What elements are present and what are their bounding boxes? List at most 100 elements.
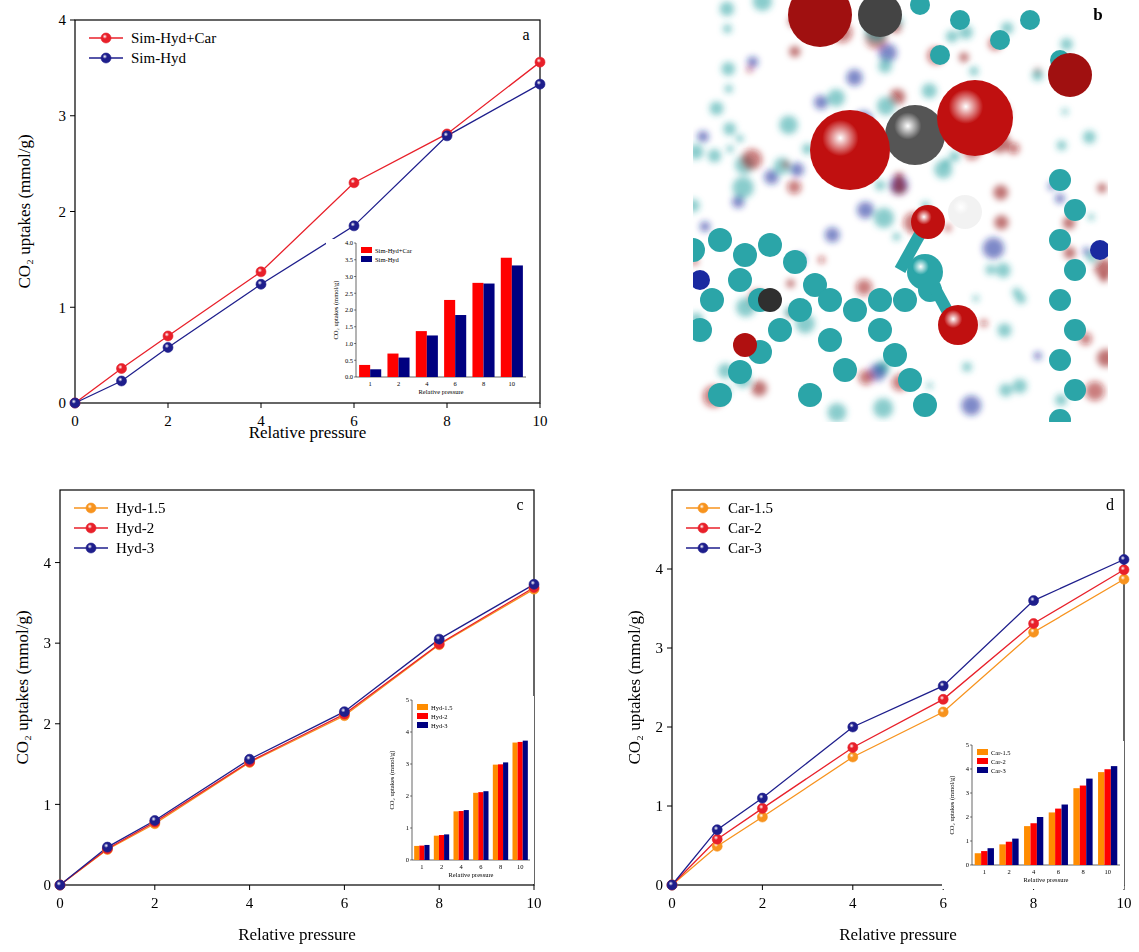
x-axis — [972, 865, 1120, 866]
framework-atom — [818, 328, 842, 352]
x-tick-label: 4 — [425, 380, 429, 387]
bar — [1037, 817, 1043, 865]
x-tick-label: 6 — [341, 895, 349, 911]
y-tick — [354, 243, 356, 244]
y-tick — [410, 764, 412, 765]
marker — [442, 131, 452, 141]
x-tick-label: 10 — [527, 895, 542, 911]
legend-label: Car-1.5 — [991, 749, 1011, 756]
blurred-atom — [878, 59, 892, 73]
framework-atom — [693, 270, 710, 290]
bar — [975, 853, 981, 865]
legend-swatch — [361, 247, 372, 253]
bar — [1030, 823, 1036, 865]
x-tick-label: 10 — [509, 380, 516, 387]
blurred-atom — [996, 263, 1011, 278]
y-tick — [667, 569, 672, 570]
marker — [712, 834, 722, 844]
plot-frame — [75, 20, 540, 403]
legend-swatch — [361, 256, 372, 262]
y-axis — [972, 745, 973, 865]
blurred-atom — [1032, 70, 1044, 82]
y-tick-label: 1 — [406, 824, 409, 831]
inset-background — [942, 741, 1124, 889]
y-axis-title: CO₂ uptakes (mmol/g) — [13, 610, 32, 764]
x-tick — [534, 885, 535, 890]
blurred-atom — [985, 265, 995, 275]
blurred-atom — [741, 149, 762, 170]
y-tick-label: 3 — [44, 635, 52, 651]
marker — [55, 880, 65, 890]
blurred-atom — [922, 83, 937, 98]
x-tick — [261, 403, 262, 408]
y-tick — [667, 727, 672, 728]
legend-swatch — [977, 749, 988, 755]
marker — [163, 331, 173, 341]
bar — [464, 810, 469, 860]
framework-atom — [733, 243, 757, 267]
x-tick-label: 6 — [479, 863, 483, 870]
x-tick — [168, 403, 169, 408]
y-tick-label: 2 — [656, 719, 664, 735]
blurred-atom — [993, 185, 1008, 200]
bar — [512, 743, 517, 860]
framework-atom — [1049, 349, 1071, 371]
x-axis — [356, 377, 526, 378]
y-tick — [70, 307, 75, 308]
legend-label: Car-2 — [991, 758, 1006, 765]
series-line — [672, 570, 1124, 885]
blurred-atom — [723, 122, 736, 135]
bar — [444, 300, 455, 377]
marker — [70, 398, 80, 408]
y-tick — [354, 377, 356, 378]
y-tick-label: 2.0 — [345, 306, 353, 313]
legend-label: Sim-Hyd — [131, 50, 187, 66]
blurred-atom — [751, 380, 767, 396]
x-tick-label: 1 — [983, 868, 986, 875]
framework-atom — [788, 298, 812, 322]
figure: 012340246810Relative pressureCO₂ uptakes… — [0, 0, 1139, 952]
inset-background — [382, 696, 534, 884]
blurred-atom — [973, 295, 979, 301]
x-tick-label: 8 — [482, 380, 485, 387]
y-tick-label: 3 — [59, 108, 67, 124]
legend-label: Car-3 — [728, 540, 762, 556]
bar — [1073, 788, 1079, 865]
marker — [667, 880, 677, 890]
bar — [1111, 766, 1117, 865]
x-tick-label: 0 — [56, 895, 64, 911]
series-line — [60, 589, 534, 885]
framework-atom — [758, 233, 782, 257]
y-tick-label: 2.5 — [345, 290, 353, 297]
hydroxyl-oxygen — [911, 205, 945, 239]
y-tick-label: 5 — [406, 696, 409, 703]
blurred-atom — [825, 227, 840, 242]
legend-marker — [698, 503, 708, 513]
blurred-atom — [983, 238, 1004, 259]
blurred-atom — [856, 279, 872, 295]
x-tick-label: 6 — [454, 380, 458, 387]
framework-atom — [728, 360, 752, 384]
marker — [848, 752, 858, 762]
framework-atom — [1049, 289, 1071, 311]
y-tick — [970, 769, 972, 770]
marker — [757, 793, 767, 803]
x-axis-title: Relative pressure — [449, 871, 494, 878]
y-tick — [410, 828, 412, 829]
framework-atom — [758, 288, 782, 312]
blurred-atom — [949, 151, 960, 162]
blurred-atom — [710, 101, 724, 115]
y-tick — [410, 796, 412, 797]
marker — [150, 816, 160, 826]
y-tick-label: 5 — [966, 741, 969, 748]
marker — [529, 579, 539, 589]
blurred-atom — [693, 144, 704, 159]
data-group — [55, 579, 539, 890]
blurred-atom — [814, 95, 828, 109]
bar — [1086, 779, 1092, 865]
x-tick — [354, 403, 355, 408]
blurred-atom — [827, 89, 845, 107]
framework-atom — [693, 318, 712, 342]
bar — [419, 846, 424, 860]
x-tick — [447, 403, 448, 408]
